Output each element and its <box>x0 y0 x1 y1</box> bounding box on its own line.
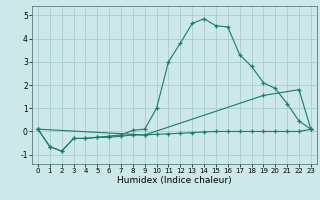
X-axis label: Humidex (Indice chaleur): Humidex (Indice chaleur) <box>117 176 232 185</box>
